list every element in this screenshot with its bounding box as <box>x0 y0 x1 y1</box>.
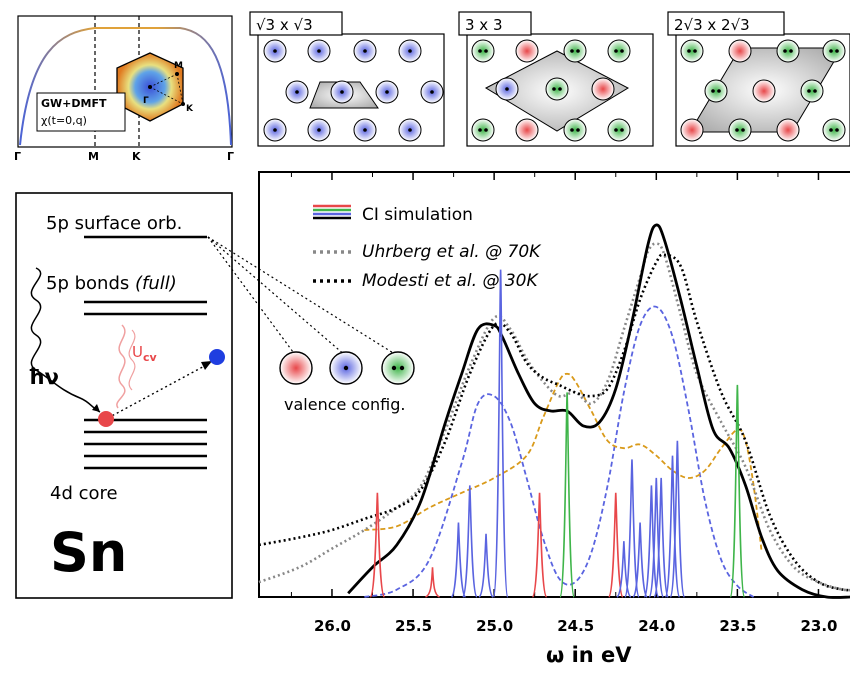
ci-stick <box>729 384 746 598</box>
phase-panel-3x3: 3 x 3 <box>458 11 654 147</box>
energy-level-diagram: 5p surface orb. 5p bonds (full) ħν Ucv 4… <box>15 192 233 599</box>
lattice-site <box>471 118 495 142</box>
ci-stick <box>607 492 624 598</box>
band-label-method: GW+DMFT <box>41 97 107 110</box>
lattice-site <box>471 39 495 63</box>
x-tick-label: 24.0 <box>638 617 675 635</box>
ci-stick <box>369 492 386 598</box>
lattice-site <box>607 118 631 142</box>
legend-modesti: Modesti et al. @ 30K <box>362 271 539 291</box>
lattice-site <box>680 39 704 63</box>
label-bonds: 5p bonds (full) <box>46 273 177 294</box>
config-green <box>381 351 415 385</box>
lattice-site <box>728 118 752 142</box>
ci-stick <box>669 440 686 598</box>
lattice-site <box>752 79 776 103</box>
label-interaction: Ucv <box>132 343 158 364</box>
x-tick-label: 24.5 <box>557 617 594 635</box>
lattice-site <box>563 118 587 142</box>
ci-stick <box>624 459 640 598</box>
ci-stick <box>648 477 665 598</box>
bz-point-m: M <box>174 61 183 71</box>
phase-title-3x3: 3 x 3 <box>465 16 503 34</box>
lattice-site <box>591 77 615 101</box>
series-ci-simulation <box>347 223 850 599</box>
ci-stick <box>462 485 478 598</box>
phase-title-sqrt3: √3 x √3 <box>256 16 313 34</box>
lattice-site <box>800 79 824 103</box>
band-curve <box>19 27 232 146</box>
ci-stick <box>450 522 467 598</box>
spectrum-chart: 26.0 25.5 25.0 24.5 24.0 23.5 23.0 ω in eV <box>258 171 850 667</box>
plot-frame <box>258 171 850 598</box>
core-hole <box>98 411 114 427</box>
valence-config-label: valence config. <box>284 395 405 414</box>
kpath-gamma-right: Γ <box>227 150 234 163</box>
x-axis-label: ω in eV <box>546 643 632 667</box>
band-label-chi: χ(t=0,q) <box>41 114 87 127</box>
legend-uhrberg: Uhrberg et al. @ 70K <box>362 242 542 262</box>
chart-legend: CI simulation Uhrberg et al. @ 70K Modes… <box>313 204 542 291</box>
lattice-site <box>680 118 704 142</box>
valence-config-legend: valence config. <box>279 351 415 414</box>
ci-stick <box>664 455 681 598</box>
lattice-site <box>776 39 800 63</box>
interaction-wave <box>116 324 126 409</box>
series-modesti <box>258 253 850 592</box>
ci-stick <box>425 567 440 598</box>
series-uhrberg <box>258 242 850 592</box>
lattice-site <box>515 39 539 63</box>
bz-point-gamma: Γ <box>143 96 149 106</box>
lattice-site <box>515 118 539 142</box>
config-red <box>279 351 313 385</box>
x-tick-label: 23.0 <box>800 617 837 635</box>
phase-title-2sqrt3: 2√3 x 2√3 <box>674 16 750 34</box>
bz-point-k: K <box>186 104 194 114</box>
lattice-site <box>704 79 728 103</box>
ci-stick <box>643 485 660 598</box>
kpath-m: M <box>88 150 99 163</box>
kpath-k: K <box>132 150 141 163</box>
phase-panel-sqrt3: √3 x √3 <box>249 11 445 147</box>
x-tick-label: 23.5 <box>719 617 756 635</box>
label-element: Sn <box>50 521 127 584</box>
excited-electron <box>209 349 225 365</box>
label-photon: ħν <box>28 365 59 389</box>
lattice-site <box>728 39 752 63</box>
lattice-site <box>545 77 569 101</box>
legend-ci: CI simulation <box>362 205 473 225</box>
kpath-gamma-left: Γ <box>14 150 21 163</box>
config-pointers <box>207 236 399 357</box>
label-core: 4d core <box>50 483 118 504</box>
ci-stick <box>559 392 575 598</box>
ci-stick <box>632 522 648 598</box>
ci-stick <box>478 533 494 598</box>
lattice-site <box>822 39 846 63</box>
phase-panel-2sqrt3: 2√3 x 2√3 <box>667 11 850 147</box>
band-panel: M Γ K GW+DMFT χ(t=0,q) Γ M K Γ <box>14 15 234 163</box>
ci-stick <box>653 477 669 598</box>
ci-stick <box>492 269 509 598</box>
lattice-site <box>607 39 631 63</box>
x-tick-label: 26.0 <box>314 617 351 635</box>
x-tick-label: 25.0 <box>476 617 513 635</box>
ci-stick <box>531 492 548 598</box>
x-tick-label: 25.5 <box>395 617 432 635</box>
series-orange-envelope <box>364 372 763 553</box>
photon-wave <box>30 267 101 413</box>
label-surface-orbital: 5p surface orb. <box>46 213 182 234</box>
lattice-site <box>822 118 846 142</box>
lattice-site <box>563 39 587 63</box>
lattice-site <box>776 118 800 142</box>
series-blue-envelope <box>364 305 755 598</box>
